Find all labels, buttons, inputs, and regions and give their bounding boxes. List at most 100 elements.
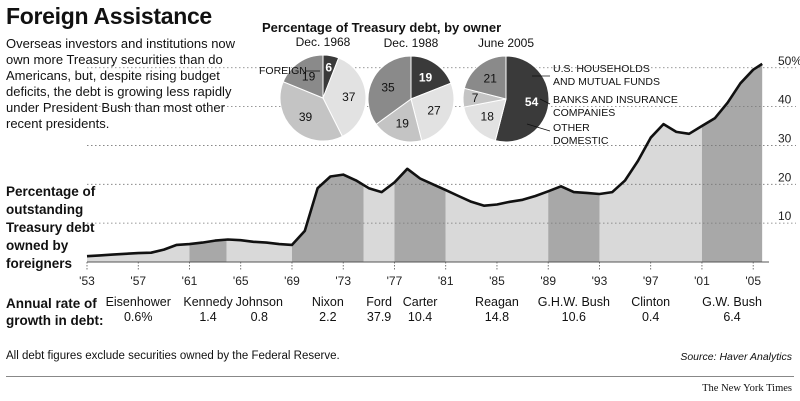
president-label: Clinton 0.4: [606, 295, 696, 324]
president-label: G.H.W. Bush 10.6: [529, 295, 619, 324]
band-kennedy: [189, 239, 227, 262]
band-g-h-w-bush: [548, 186, 600, 262]
pie-value-label: 18: [481, 110, 495, 124]
pie-value-label: 19: [419, 71, 433, 85]
x-tick-label: '69: [284, 274, 300, 288]
pie-slice-other-domestic: [463, 55, 507, 100]
pies-title: Percentage of Treasury debt, by owner: [262, 20, 502, 35]
president-name: G.W. Bush: [702, 295, 762, 309]
pie-value-label: 19: [396, 116, 410, 130]
intro-text: Overseas investors and institutions now …: [6, 36, 236, 131]
x-tick-label: '61: [182, 274, 198, 288]
pie-dec-1968: Dec. 1968 6 37 39 19: [279, 35, 367, 142]
legend-right-line-1: AND MUTUAL FUNDS: [553, 76, 660, 88]
president-name: Carter: [402, 295, 438, 309]
pie-slice-other-domestic: [367, 55, 412, 125]
pie-slice-households: [410, 82, 455, 142]
pie-june-2005: June 2005 54 187 21: [462, 36, 550, 143]
president-debt-growth-rate: 2.2: [319, 310, 337, 324]
footnote: All debt figures exclude securities owne…: [6, 350, 340, 362]
president-bands: [87, 63, 763, 263]
pie-value-label: 19: [302, 70, 316, 84]
x-tick-label: '77: [387, 274, 403, 288]
legend-right-line-4: OTHER: [553, 122, 590, 134]
president-label: G.W. Bush 6.4: [687, 295, 777, 324]
president-name: Clinton: [631, 295, 671, 309]
foreign-share-line: [86, 62, 763, 258]
pie-slice-other-domestic: [282, 54, 324, 99]
pie-slice-banks: [279, 81, 344, 142]
x-tick-label: '89: [540, 274, 556, 288]
president-label: Reagan 14.8: [452, 295, 542, 324]
president-label: Ford 37.9: [334, 295, 424, 324]
y-tick-label: 40: [778, 93, 792, 107]
legend-other-pointer: [526, 123, 551, 132]
headline: Foreign Assistance: [6, 3, 212, 29]
legend-right-line-2: BANKS AND INSURANCE: [553, 94, 678, 106]
president-debt-growth-rate: 10.6: [561, 310, 586, 324]
x-tick-label: '53: [79, 274, 95, 288]
president-debt-growth-rate: 6.4: [723, 310, 741, 324]
president-name: Ford: [366, 295, 392, 309]
pie-value-label: 39: [299, 110, 313, 124]
president-name: Kennedy: [183, 295, 233, 309]
pie-slice-households: [463, 98, 507, 142]
pie-value-label: 7: [472, 91, 479, 105]
source-note: Source: Haver Analytics: [680, 351, 792, 363]
x-tick-label: '85: [489, 274, 505, 288]
president-label: Carter 10.4: [375, 295, 465, 324]
band-eisenhower: [87, 244, 190, 262]
pie-year-label: Dec. 1968: [296, 35, 351, 49]
president-label: Eisenhower 0.6%: [93, 295, 183, 324]
x-tick-label: '01: [694, 274, 710, 288]
x-tick-label: '97: [643, 274, 659, 288]
band-nixon: [291, 174, 364, 262]
pie-value-label: 6: [325, 61, 332, 75]
y-tick-label: 30: [778, 131, 792, 145]
president-debt-growth-rate: 14.8: [484, 310, 510, 324]
band-johnson: [226, 239, 292, 262]
pie-value-label: 27: [427, 104, 441, 118]
growth-rate-label: Annual rate of growth in debt:: [6, 296, 104, 328]
y-tick-label: 50%: [778, 54, 800, 68]
x-tick-label: '73: [335, 274, 351, 288]
president-name: Nixon: [311, 295, 344, 309]
chart-side-title: Percentage of outstanding Treasury debt …: [6, 184, 96, 271]
pie-slice-banks: [375, 98, 423, 143]
president-debt-growth-rate: 10.4: [407, 310, 433, 324]
pie-year-label: June 2005: [478, 36, 534, 50]
y-tick-label: 20: [778, 170, 792, 184]
pie-value-label: 35: [381, 80, 395, 94]
legend-right-line-0: U.S. HOUSEHOLDS: [553, 63, 650, 75]
president-label: Johnson 0.8: [214, 295, 304, 324]
pie-year-label: Dec. 1988: [384, 36, 439, 50]
pie-slice-foreign: [410, 55, 452, 100]
pie-value-label: 21: [484, 72, 498, 86]
pie-value-label: 54: [525, 95, 539, 109]
pie-slice-households: [322, 57, 367, 138]
legend-banks-pointer: [539, 98, 551, 105]
x-tick-label: '81: [438, 274, 454, 288]
president-debt-growth-rate: 37.9: [366, 310, 392, 324]
president-debt-growth-rate: 1.4: [199, 310, 217, 324]
legend-foreign: FOREIGN: [259, 65, 307, 77]
pie-value-label: 37: [342, 90, 356, 104]
president-label: Kennedy 1.4: [163, 295, 253, 324]
pie-dec-1988: Dec. 1988 19 27 19 35: [367, 36, 455, 143]
credit: The New York Times: [702, 383, 792, 394]
president-debt-growth-rate: 0.4: [641, 310, 660, 324]
president-name: Johnson: [235, 295, 283, 309]
president-name: G.H.W. Bush: [537, 295, 610, 309]
band-carter: [394, 168, 446, 262]
x-tick-label: '57: [130, 274, 146, 288]
legend-right-line-3: COMPANIES: [553, 107, 615, 119]
x-tick-label: '93: [592, 274, 608, 288]
president-name: Reagan: [475, 295, 519, 309]
bottom-rule: [6, 376, 794, 377]
legend-right-line-5: DOMESTIC: [553, 135, 609, 147]
president-debt-growth-rate: 0.8: [250, 310, 268, 324]
president-debt-growth-rate: 0.6%: [123, 310, 153, 324]
y-tick-label: 10: [778, 209, 792, 223]
x-tick-label: '05: [745, 274, 761, 288]
